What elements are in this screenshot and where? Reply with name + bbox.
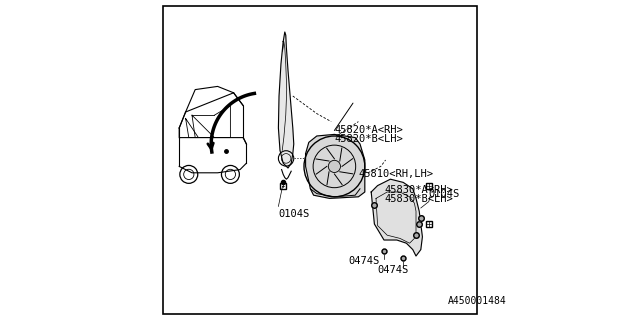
Polygon shape — [278, 32, 294, 168]
Text: 45820*A<RH>: 45820*A<RH> — [334, 124, 403, 135]
Text: 0474S: 0474S — [378, 265, 409, 276]
Circle shape — [328, 160, 340, 172]
Polygon shape — [371, 179, 422, 256]
Text: 45820*B<LH>: 45820*B<LH> — [334, 134, 403, 144]
Text: 0474S: 0474S — [349, 256, 380, 266]
Text: 0104S: 0104S — [278, 209, 310, 220]
Text: 45830*B<LH>: 45830*B<LH> — [384, 194, 452, 204]
Text: 45810<RH,LH>: 45810<RH,LH> — [358, 169, 433, 180]
Text: 45830*A<RH>: 45830*A<RH> — [384, 185, 452, 196]
Text: 0104S: 0104S — [429, 188, 460, 199]
Polygon shape — [306, 134, 365, 198]
Text: A450001484: A450001484 — [448, 296, 507, 307]
